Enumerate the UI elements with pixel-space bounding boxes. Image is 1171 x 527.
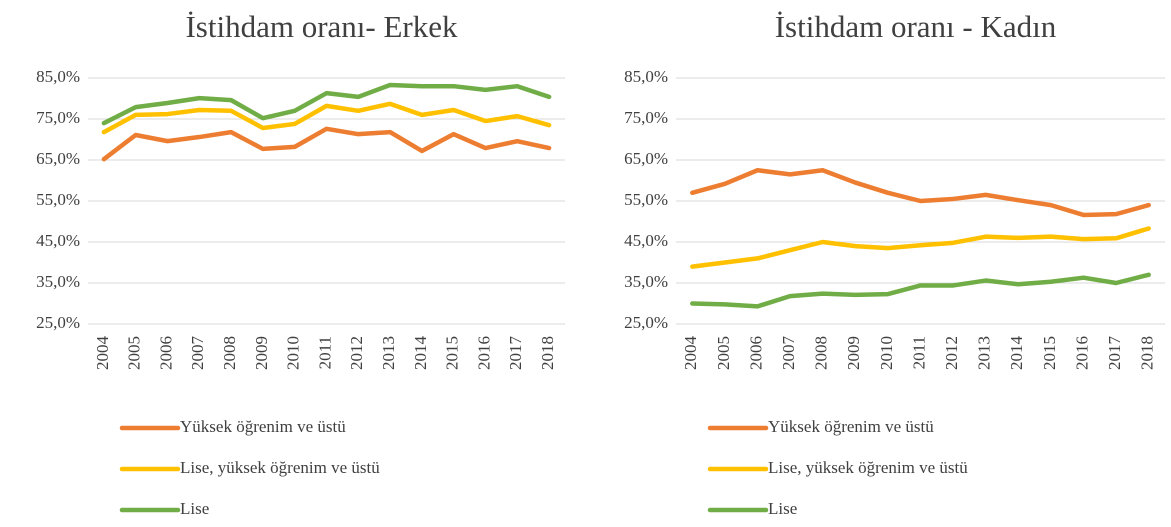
x-tick-label: 2015 — [1040, 336, 1059, 370]
line-series — [690, 226, 1151, 269]
line-series — [101, 82, 552, 126]
y-tick-label: 85,0% — [36, 67, 80, 86]
x-tick-label: 2009 — [252, 336, 271, 370]
x-tick-label: 2004 — [681, 336, 700, 371]
legend-label: Lise — [768, 499, 797, 518]
x-tick-label: 2009 — [844, 336, 863, 370]
legend-label: Lise — [180, 499, 209, 518]
chart: İstihdam oranı- Erkek 25,0% 35,0% 45,0% 55,0… — [36, 9, 565, 518]
line-series — [101, 126, 552, 162]
x-tick-label: 2007 — [188, 336, 207, 371]
legend-label: Yüksek öğrenim ve üstü — [180, 417, 346, 436]
x-tick-label: 2004 — [93, 336, 112, 371]
x-tick-label: 2015 — [443, 336, 462, 370]
x-tick-label: 2014 — [1007, 336, 1026, 371]
y-tick-label: 55,0% — [36, 190, 80, 209]
x-tick-label: 2012 — [942, 336, 961, 370]
x-tick-label: 2008 — [220, 336, 239, 370]
x-tick-label: 2018 — [1138, 336, 1157, 370]
chart-title: İstihdam oranı- Erkek — [185, 9, 458, 44]
x-tick-label: 2016 — [1072, 336, 1091, 370]
legend-label: Yüksek öğrenim ve üstü — [768, 417, 934, 436]
legend-label: Lise, yüksek öğrenim ve üstü — [180, 458, 380, 477]
x-tick-label: 2011 — [315, 336, 334, 369]
y-tick-label: 35,0% — [624, 272, 668, 291]
y-tick-label: 75,0% — [36, 108, 80, 127]
y-tick-label: 35,0% — [36, 272, 80, 291]
line-series — [101, 101, 552, 135]
x-tick-label: 2013 — [379, 336, 398, 370]
y-tick-label: 25,0% — [624, 313, 668, 332]
x-tick-label: 2006 — [746, 336, 765, 370]
x-tick-label: 2016 — [474, 336, 493, 370]
x-tick-label: 2006 — [156, 336, 175, 370]
chart-title: İstihdam oranı - Kadın — [775, 9, 1057, 44]
line-series — [690, 168, 1151, 218]
x-tick-label: 2010 — [284, 336, 303, 370]
x-tick-label: 2014 — [411, 336, 430, 371]
y-tick-label: 45,0% — [36, 231, 80, 250]
y-tick-label: 65,0% — [624, 149, 668, 168]
x-tick-label: 2012 — [347, 336, 366, 370]
y-tick-label: 85,0% — [624, 67, 668, 86]
x-tick-label: 2007 — [779, 336, 798, 371]
x-tick-label: 2008 — [812, 336, 831, 370]
line-series — [690, 272, 1151, 309]
x-tick-label: 2017 — [1105, 336, 1124, 371]
y-tick-label: 45,0% — [624, 231, 668, 250]
x-tick-label: 2005 — [714, 336, 733, 370]
x-tick-label: 2005 — [125, 336, 144, 370]
y-tick-label: 55,0% — [624, 190, 668, 209]
x-tick-label: 2013 — [975, 336, 994, 370]
chart: İstihdam oranı - Kadın 25,0% 35,0% 45,0% 55,… — [624, 9, 1165, 518]
y-tick-label: 65,0% — [36, 149, 80, 168]
y-tick-label: 75,0% — [624, 108, 668, 127]
x-tick-label: 2018 — [538, 336, 557, 370]
x-tick-label: 2017 — [506, 336, 525, 371]
y-tick-label: 25,0% — [36, 313, 80, 332]
x-tick-label: 2011 — [909, 336, 928, 369]
legend-label: Lise, yüksek öğrenim ve üstü — [768, 458, 968, 477]
x-tick-label: 2010 — [877, 336, 896, 370]
